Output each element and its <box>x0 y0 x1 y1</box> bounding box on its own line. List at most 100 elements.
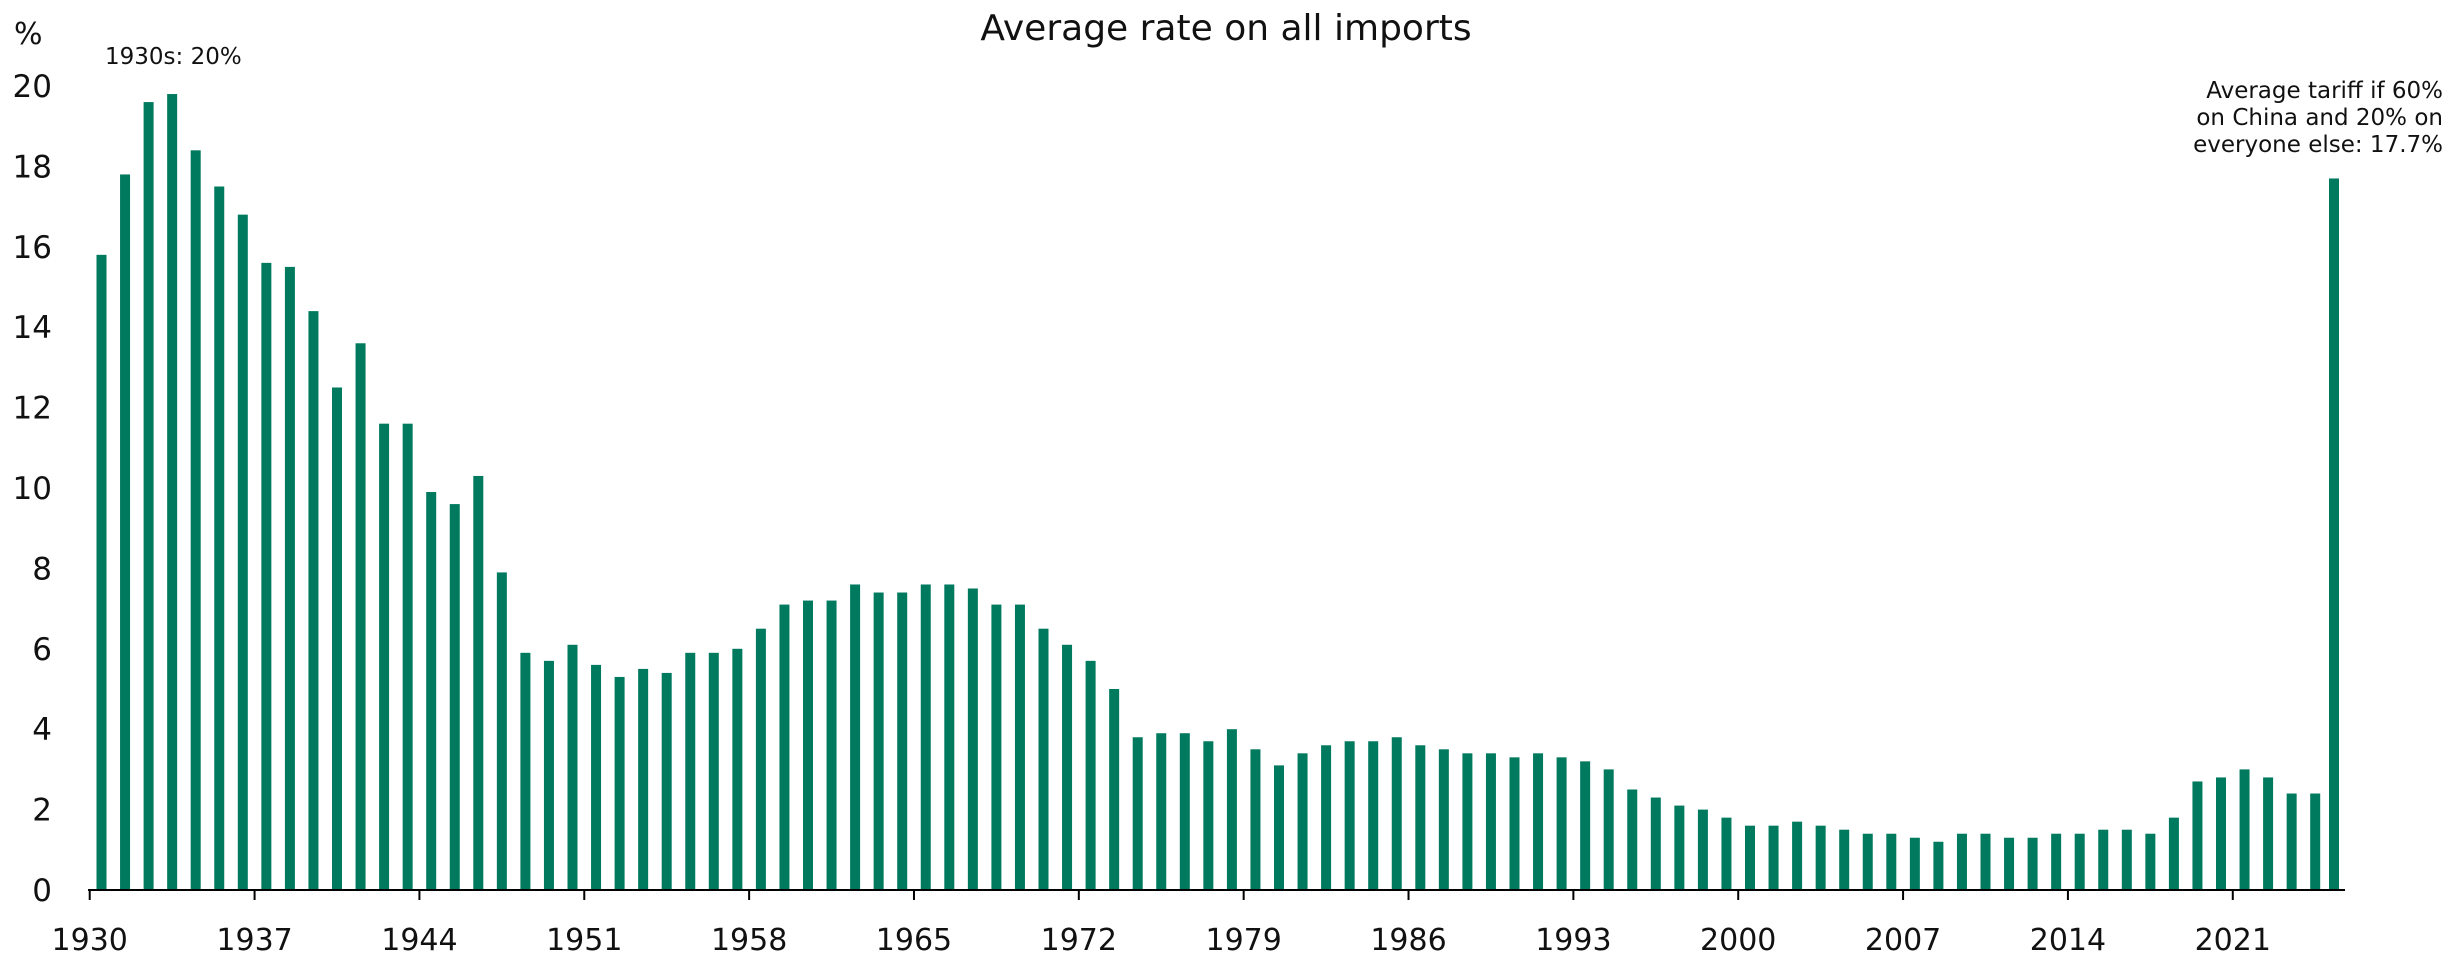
bar <box>1862 833 1873 890</box>
bar <box>685 652 696 890</box>
bar <box>1038 628 1049 890</box>
bar <box>826 600 837 890</box>
x-tick-label: 1986 <box>1370 923 1446 958</box>
bar <box>190 150 201 890</box>
x-tick-label: 1979 <box>1205 923 1281 958</box>
bar <box>167 94 178 891</box>
bar <box>379 423 390 890</box>
bar <box>1956 833 1967 890</box>
bar <box>1462 753 1473 890</box>
bar <box>261 262 272 890</box>
bar <box>850 584 861 890</box>
bar <box>402 423 413 890</box>
annotation-scenario: Average tariff if 60%on China and 20% on… <box>2193 78 2443 158</box>
bar <box>543 660 554 890</box>
bar <box>591 664 602 890</box>
bar <box>1438 749 1449 890</box>
bar <box>991 604 1002 890</box>
bar <box>755 628 766 890</box>
bar <box>520 652 531 890</box>
y-tick-label: 8 <box>32 551 52 587</box>
bar <box>920 584 931 890</box>
bar <box>120 174 131 890</box>
bar <box>1062 644 1073 890</box>
bar <box>2286 793 2297 890</box>
y-tick-label: 18 <box>13 149 52 185</box>
x-tick-label: 1937 <box>216 923 292 958</box>
bar <box>2192 781 2203 890</box>
bar <box>1321 745 1332 890</box>
bar <box>1815 825 1826 890</box>
x-tick-label: 2021 <box>2195 923 2271 958</box>
bar <box>1085 660 1096 890</box>
bar <box>2098 829 2109 890</box>
bar <box>2263 777 2274 890</box>
bar <box>803 600 813 890</box>
bar <box>1415 745 1426 890</box>
bar <box>1980 833 1991 890</box>
x-tick-label: 1951 <box>546 923 622 958</box>
y-tick-label: 2 <box>32 793 52 829</box>
y-axis-unit-label: % <box>14 17 43 52</box>
bar <box>1297 753 1308 890</box>
y-axis-ticks: 0 2 4 6 8 10 12 14 16 18 20 <box>13 69 52 909</box>
bar-series <box>96 94 2339 891</box>
bar <box>1226 729 1237 890</box>
bar <box>944 584 955 890</box>
bar <box>355 343 366 890</box>
y-tick-label: 12 <box>13 391 52 427</box>
bar <box>473 475 484 890</box>
bar <box>214 186 225 890</box>
bar <box>2121 829 2132 890</box>
scenario-bar <box>2329 178 2339 890</box>
bar <box>1391 737 1402 890</box>
bar <box>638 668 649 890</box>
bar <box>1344 741 1355 890</box>
bar <box>2216 777 2226 890</box>
bar <box>1509 757 1520 890</box>
x-tick-label: 1972 <box>1041 923 1117 958</box>
x-tick-label: 1930 <box>52 923 128 958</box>
bar <box>1933 841 1944 890</box>
bar <box>284 266 295 890</box>
bar <box>1109 689 1120 890</box>
y-tick-label: 10 <box>13 471 52 507</box>
bar <box>967 588 978 890</box>
bar <box>1886 833 1897 890</box>
bar <box>2145 833 2156 890</box>
x-tick-label: 1958 <box>711 923 787 958</box>
y-tick-label: 6 <box>32 632 52 668</box>
bar <box>143 102 154 890</box>
annotation-scenario-line: everyone else: 17.7% <box>2193 132 2443 158</box>
bar <box>2027 837 2038 890</box>
bar <box>614 676 625 890</box>
bar <box>1274 765 1284 890</box>
bar <box>1768 825 1779 890</box>
annotation-scenario-line: on China and 20% on <box>2196 105 2443 131</box>
bar <box>1533 753 1544 890</box>
bar <box>1368 741 1379 890</box>
bar <box>332 387 342 890</box>
bar <box>426 492 437 890</box>
bar <box>449 504 460 890</box>
x-axis-ticks: 1930 1937 1944 1951 1958 1965 1972 1979 1986 1993… <box>52 890 2271 958</box>
y-tick-label: 4 <box>32 712 52 748</box>
y-tick-label: 0 <box>32 873 52 909</box>
bar <box>779 604 790 890</box>
bar <box>496 572 507 890</box>
bar <box>708 652 719 890</box>
bar <box>732 648 743 890</box>
y-tick-label: 20 <box>13 69 52 105</box>
bar <box>1014 604 1025 890</box>
x-tick-label: 1944 <box>381 923 457 958</box>
y-tick-label: 16 <box>13 230 52 266</box>
bar <box>2074 833 2085 890</box>
bar <box>1485 753 1496 890</box>
x-tick-label: 2014 <box>2030 923 2106 958</box>
x-tick-label: 1965 <box>876 923 952 958</box>
bar <box>1603 769 1614 890</box>
bar <box>1909 837 1920 890</box>
bar <box>237 214 248 890</box>
